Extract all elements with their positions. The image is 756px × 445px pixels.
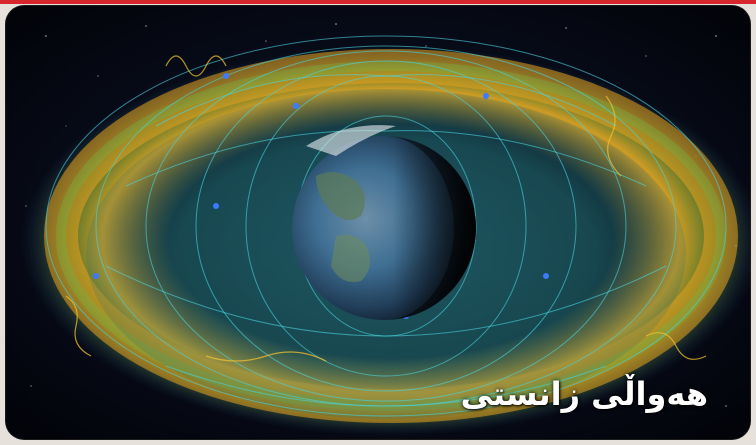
particle-trails: [65, 55, 707, 362]
earth: [292, 125, 476, 320]
magnetic-field-lines: [45, 35, 727, 417]
accent-stripe: [0, 0, 756, 4]
radiation-belts-illustration: [6, 6, 750, 439]
caption-title: هەواڵی زانستی: [460, 375, 708, 413]
image-card: هەواڵی زانستی: [6, 6, 750, 439]
stars: [25, 23, 737, 407]
